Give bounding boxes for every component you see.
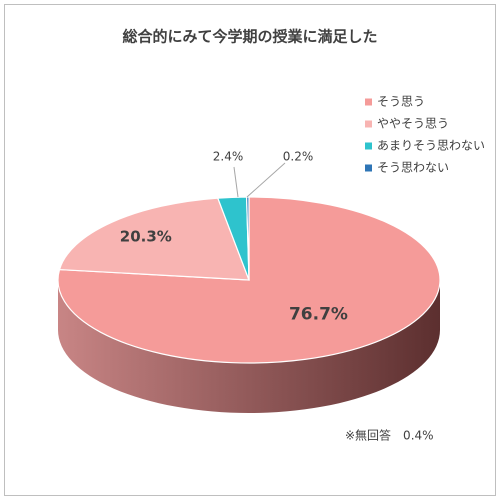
legend-swatch — [365, 120, 372, 128]
legend-swatch — [365, 98, 372, 106]
legend-label: そう思う — [377, 95, 425, 109]
annotation: ※無回答 0.4% — [345, 428, 434, 443]
data-label: 2.4% — [213, 150, 244, 164]
pie-slice — [58, 197, 250, 281]
chart-title: 総合的にみて今学期の授業に満足した — [122, 28, 377, 46]
pie-slice — [245, 196, 250, 281]
data-label: 0.2% — [283, 150, 314, 164]
legend-label: そう思わない — [377, 161, 449, 175]
data-label: 76.7% — [289, 304, 348, 324]
pie-slice — [57, 196, 441, 364]
data-label: 20.3% — [120, 227, 172, 245]
leader-line — [246, 162, 286, 198]
legend-label: あまりそう思わない — [377, 139, 485, 153]
legend-swatch — [365, 142, 372, 150]
pie-side — [58, 280, 440, 413]
legend-label: ややそう思う — [377, 117, 449, 131]
legend-swatch — [365, 164, 372, 172]
leader-line — [233, 166, 239, 198]
